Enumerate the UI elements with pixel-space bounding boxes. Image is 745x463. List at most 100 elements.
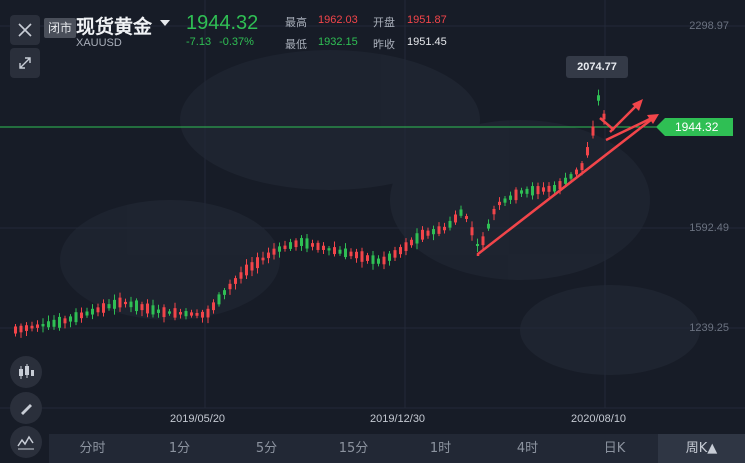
candle-body	[575, 169, 578, 175]
candle-body	[355, 251, 358, 259]
prev-close-label: 昨收	[373, 38, 395, 51]
candle-body	[80, 312, 83, 319]
candle-body	[140, 304, 144, 311]
candle-body	[74, 312, 78, 323]
candle-body	[278, 246, 281, 252]
candle-body	[415, 233, 419, 244]
candle-body	[129, 301, 133, 308]
candle-body	[96, 307, 100, 313]
candle-body	[371, 255, 375, 264]
candle-body	[107, 304, 111, 309]
candle-body	[338, 249, 342, 254]
candle-body	[536, 186, 540, 195]
candle-body	[586, 147, 589, 156]
low-value: 1932.15	[318, 36, 358, 48]
candle-body	[316, 242, 320, 250]
draw-tool-button[interactable]	[10, 392, 42, 424]
candle-body	[102, 303, 105, 313]
candle-body	[245, 264, 248, 276]
candle-body	[322, 245, 325, 250]
tab-daily[interactable]: 日K	[603, 441, 626, 456]
candle-body	[459, 209, 463, 216]
candle-body	[25, 325, 28, 331]
candle-body	[157, 309, 160, 313]
candle-body	[602, 113, 606, 120]
candle-body	[311, 243, 314, 247]
candle-body	[399, 247, 402, 255]
candle-body	[333, 247, 336, 255]
change-percent: -0.37%	[219, 36, 254, 48]
candle-body	[404, 242, 408, 251]
high-label: 最高	[285, 16, 307, 29]
candle-body	[580, 163, 584, 171]
candle-body	[294, 240, 298, 248]
candle-body	[179, 312, 182, 315]
tab-fenshi[interactable]: 分时	[79, 441, 106, 456]
timeframe-tabs: 分时 1分 5分 15分 1时 4时 日K 周K▲	[49, 434, 745, 463]
candle-body	[113, 299, 116, 309]
tab-1min[interactable]: 1分	[168, 441, 191, 456]
tab-15min[interactable]: 15分	[338, 441, 369, 456]
candle-body	[190, 312, 193, 316]
candle-body	[250, 262, 254, 271]
candle-body	[520, 190, 523, 194]
candle-body	[432, 229, 435, 235]
last-price: 1944.32	[186, 12, 259, 34]
candle-body	[454, 214, 457, 223]
candle-body	[426, 230, 430, 236]
candle-body	[47, 321, 50, 328]
candle-body	[168, 311, 171, 314]
candle-body	[498, 201, 501, 206]
tab-5min[interactable]: 5分	[255, 441, 278, 456]
candle-body	[283, 245, 287, 249]
close-button[interactable]	[10, 15, 40, 45]
candle-body	[443, 226, 446, 231]
candle-body	[151, 305, 155, 315]
candle-body	[349, 251, 353, 257]
candle-body	[470, 227, 474, 236]
candle-body	[217, 294, 221, 305]
candle-body	[421, 229, 424, 240]
y-tick-label: 1592.49	[689, 222, 729, 234]
instrument-title[interactable]: 现货黄金	[76, 16, 153, 38]
candle-body	[69, 316, 72, 322]
chevron-down-icon[interactable]	[160, 20, 170, 26]
candle-body	[162, 307, 166, 318]
candle-body	[228, 283, 232, 290]
candle-body	[410, 239, 413, 246]
candle-body	[305, 238, 309, 249]
candle-body	[569, 174, 573, 179]
candle-body	[36, 324, 39, 328]
candle-body	[63, 318, 67, 324]
tab-1hour[interactable]: 1时	[429, 441, 452, 456]
candle-body	[85, 311, 89, 316]
expand-button[interactable]	[10, 48, 40, 78]
candle-body	[91, 308, 94, 315]
price-change: -7.13 -0.37%	[186, 36, 262, 48]
candle-body	[558, 181, 562, 190]
candle-body	[184, 311, 188, 317]
candle-body	[173, 308, 177, 318]
candle-body	[487, 223, 490, 229]
candle-body	[509, 195, 512, 200]
current-price-tag: 1944.32	[656, 118, 733, 136]
candle-body	[492, 208, 496, 215]
change-absolute: -7.13	[186, 36, 212, 48]
candle-body	[382, 256, 386, 265]
tab-4hour[interactable]: 4时	[516, 441, 539, 456]
candle-body	[465, 216, 468, 219]
tab-weekly[interactable]: 周K▲	[658, 434, 745, 463]
candle-body	[206, 308, 210, 318]
candle-body	[261, 257, 265, 261]
open-label: 开盘	[373, 16, 395, 29]
y-tick-label: 1239.25	[689, 322, 729, 334]
candle-body	[448, 220, 452, 228]
candle-body	[597, 95, 600, 101]
indicator-tool-button[interactable]	[10, 426, 42, 458]
candle-body	[437, 226, 441, 234]
candle-body	[272, 248, 276, 255]
candlestick-tool-button[interactable]	[10, 356, 42, 388]
candle-body	[256, 257, 259, 269]
candle-body	[234, 278, 237, 284]
